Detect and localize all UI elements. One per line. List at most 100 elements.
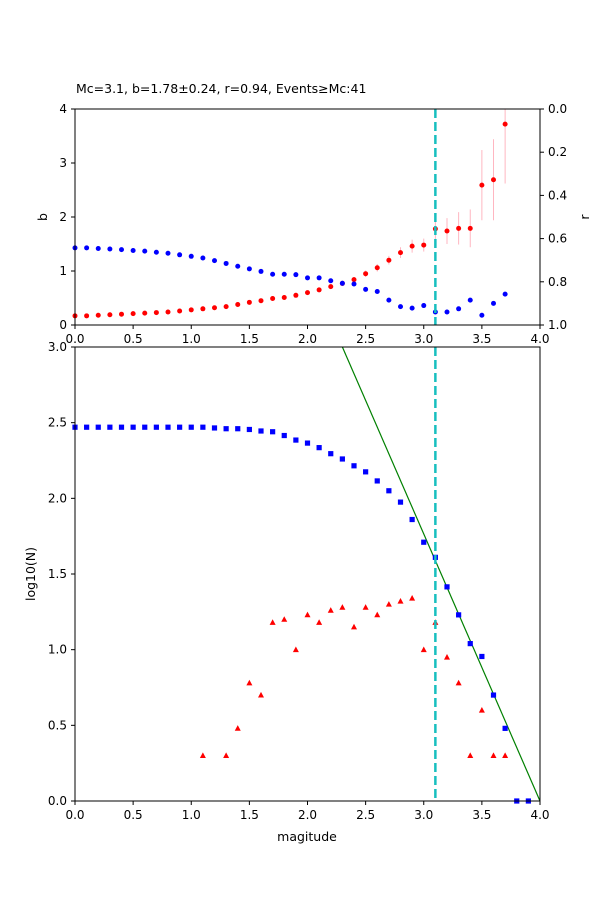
- cumulative-point: [490, 692, 497, 698]
- b-point: [142, 310, 148, 316]
- r-point: [188, 253, 194, 259]
- r-point: [246, 266, 252, 272]
- top-right-tick-label: 0.4: [548, 188, 567, 202]
- r-point: [444, 309, 450, 315]
- noncumulative-point: [455, 679, 462, 686]
- top-y-axis-label: b: [35, 213, 50, 221]
- top-y-tick-label: 3: [59, 156, 67, 170]
- bottom-x-tick-label: 1.0: [182, 808, 201, 822]
- bottom-x-tick-label: 0.5: [124, 808, 143, 822]
- r-point: [153, 249, 159, 255]
- b-point: [270, 296, 276, 302]
- b-point: [293, 292, 299, 298]
- r-point: [351, 281, 357, 287]
- cumulative-point: [386, 488, 392, 494]
- r-point: [200, 255, 206, 261]
- noncumulative-point: [490, 752, 497, 758]
- noncumulative-point: [234, 725, 241, 731]
- r-point: [456, 306, 462, 312]
- r-point: [328, 278, 334, 284]
- cumulative-point: [351, 463, 357, 469]
- b-point: [444, 228, 450, 234]
- cumulative-point: [409, 516, 415, 523]
- cumulative-point: [84, 424, 90, 430]
- r-point: [281, 271, 287, 277]
- r-point: [467, 297, 473, 303]
- r-point: [502, 291, 508, 297]
- r-point: [84, 245, 90, 251]
- r-point: [235, 263, 241, 269]
- r-point: [130, 247, 136, 253]
- noncumulative-point: [339, 604, 346, 610]
- top-right-tick-label: 0.0: [548, 102, 567, 116]
- bottom-x-tick-label: 4.0: [530, 808, 549, 822]
- noncumulative-point: [385, 601, 392, 607]
- noncumulative-point: [397, 598, 404, 604]
- r-point: [421, 303, 427, 309]
- r-point: [119, 247, 124, 253]
- cumulative-point: [223, 426, 229, 432]
- top-plot-b-value: 0.0 0.5 1.0 1.5 2.0 2.5 3.0 3.5 4.0 0 1 2 3 4 0.0 0.2 0.…: [35, 102, 592, 346]
- b-point: [84, 313, 90, 319]
- b-point: [281, 294, 287, 300]
- cumulative-point: [456, 612, 462, 618]
- noncumulative-point: [246, 679, 253, 686]
- noncumulative-point: [502, 752, 509, 758]
- cumulative-point: [165, 424, 171, 430]
- top-y-tick-label: 0: [59, 318, 67, 332]
- cumulative-point: [258, 428, 264, 434]
- cumulative-point: [153, 424, 159, 430]
- cumulative-point: [339, 456, 345, 462]
- r-point: [479, 312, 485, 318]
- noncumulative-point: [281, 616, 288, 622]
- top-x-tick-label: 1.0: [182, 332, 201, 346]
- top-x-tick-label: 3.0: [414, 332, 433, 346]
- b-point: [456, 225, 462, 231]
- b-point: [398, 250, 403, 256]
- b-point: [188, 307, 194, 313]
- cumulative-point: [316, 445, 322, 451]
- top-x-tick-label: 2.0: [298, 332, 317, 346]
- b-point: [479, 182, 485, 188]
- cumulative-point: [142, 424, 148, 430]
- figure-title: Mc=3.1, b=1.78±0.24, r=0.94, Events≥Mc:4…: [76, 81, 366, 96]
- r-point: [339, 280, 345, 286]
- b-point: [316, 287, 322, 293]
- noncumulative-point: [258, 691, 264, 698]
- bottom-x-tick-label: 1.5: [240, 808, 259, 822]
- cumulative-point: [188, 424, 194, 430]
- r-point: [363, 286, 369, 292]
- noncumulative-point: [327, 607, 334, 613]
- b-point: [409, 243, 415, 249]
- top-x-tick-label: 1.5: [240, 332, 259, 346]
- bottom-plot-marks: [72, 346, 541, 804]
- r-point: [177, 252, 183, 258]
- r-point: [386, 297, 392, 303]
- top-right-tick-label: 1.0: [548, 318, 567, 332]
- cumulative-point: [177, 424, 183, 430]
- noncumulative-point: [199, 752, 206, 758]
- b-point: [421, 242, 427, 248]
- noncumulative-point: [304, 611, 311, 618]
- top-x-tick-label: 2.5: [356, 332, 375, 346]
- noncumulative-point: [223, 752, 230, 758]
- cumulative-point: [118, 424, 125, 430]
- bottom-plot-ticks: 0.0 0.5 1.0 1.5 2.0 2.5 3.0 3.5 4.0 0.0 0.5 1.0 1.5 2…: [48, 340, 550, 822]
- cumulative-point: [95, 424, 101, 430]
- b-point: [258, 298, 264, 304]
- bottom-y-tick-label: 3.0: [48, 340, 67, 354]
- cumulative-point: [281, 432, 287, 439]
- b-point: [502, 121, 508, 127]
- cumulative-point: [397, 499, 404, 505]
- bottom-y-tick-label: 1.5: [48, 567, 67, 581]
- noncumulative-point: [351, 623, 357, 630]
- r-point: [212, 258, 217, 264]
- top-plot-ticks: 0.0 0.5 1.0 1.5 2.0 2.5 3.0 3.5 4.0 0 1 2 3 4 0.0 0.2 0.…: [59, 102, 567, 346]
- bottom-x-tick-label: 2.5: [356, 808, 375, 822]
- bottom-plot-fmd: 0.0 0.5 1.0 1.5 2.0 2.5 3.0 3.5 4.0 0.0 0.5 1.0 1.5 2…: [23, 340, 550, 844]
- cumulative-point: [200, 424, 206, 430]
- b-point: [95, 312, 101, 318]
- noncumulative-point: [374, 611, 381, 618]
- r-point: [258, 268, 264, 274]
- bottom-y-tick-label: 0.5: [48, 718, 67, 732]
